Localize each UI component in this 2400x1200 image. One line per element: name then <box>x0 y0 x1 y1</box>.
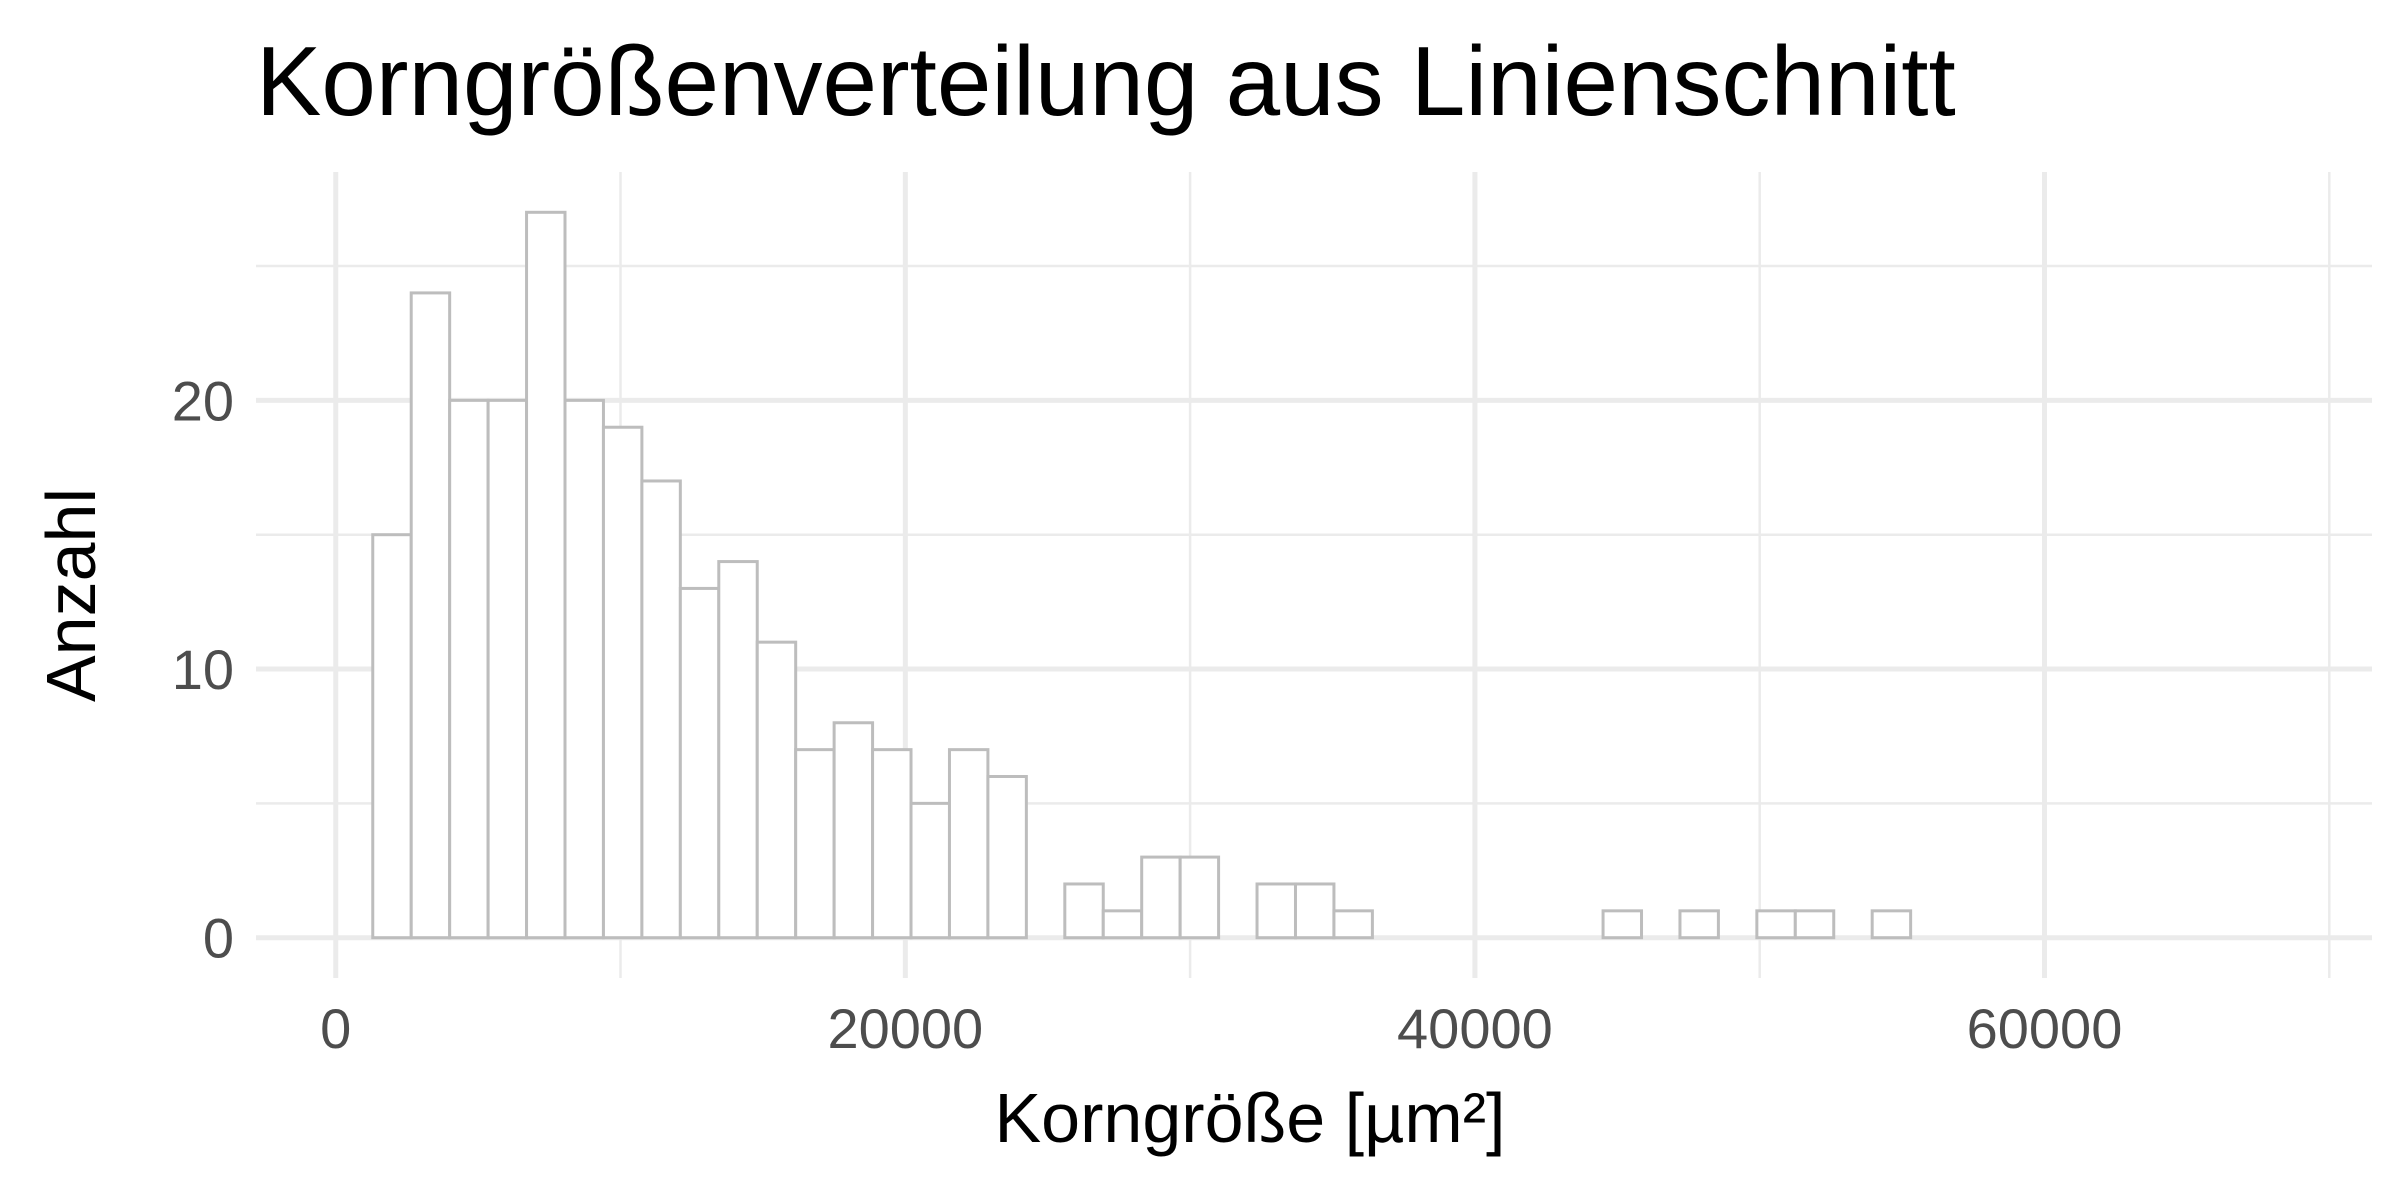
histogram-bar <box>986 775 1028 940</box>
histogram-bar <box>1332 909 1374 940</box>
histogram-bar <box>678 586 721 940</box>
histogram-bar <box>1293 882 1336 940</box>
histogram-bar <box>909 801 951 940</box>
x-tick-label: 60000 <box>1967 997 2123 1060</box>
histogram-bar <box>1178 855 1221 940</box>
histogram-bar <box>794 748 836 940</box>
y-tick-label: 0 <box>203 907 234 970</box>
histogram-bar <box>1678 909 1720 940</box>
x-axis-ticks: 0 20000 40000 60000 <box>320 997 2122 1060</box>
chart-title: Korngrößenverteilung aus Linienschnitt <box>256 26 1956 136</box>
y-axis-ticks: 0 10 20 <box>172 369 234 969</box>
histogram-bar <box>1870 909 1913 940</box>
histogram-bar <box>755 640 798 940</box>
histogram-bar <box>486 398 529 940</box>
histogram-bar <box>1140 855 1182 940</box>
histogram-bar <box>640 479 682 940</box>
x-tick-label: 20000 <box>827 997 983 1060</box>
histogram-bar <box>717 560 759 940</box>
histogram-bar <box>409 291 452 940</box>
histogram-bar <box>371 533 413 940</box>
y-tick-label: 20 <box>172 369 234 432</box>
histogram-bar <box>601 425 644 940</box>
y-tick-label: 10 <box>172 638 234 701</box>
histogram-bar <box>525 210 567 940</box>
x-axis-label: Korngröße [µm²] <box>994 1079 1505 1157</box>
histogram-bar <box>1601 909 1644 940</box>
histogram-bars <box>371 210 1913 940</box>
histogram-bar <box>1101 909 1144 940</box>
histogram-bar <box>1755 909 1797 940</box>
histogram-bar <box>832 721 875 940</box>
histogram-bar <box>1063 882 1105 940</box>
histogram-bar <box>871 748 913 940</box>
x-tick-label: 40000 <box>1397 997 1553 1060</box>
x-tick-label: 0 <box>320 997 351 1060</box>
histogram-bar <box>1793 909 1836 940</box>
histogram-bar <box>1255 882 1297 940</box>
histogram-bar <box>563 398 605 940</box>
histogram-bar <box>947 748 990 940</box>
histogram-bar <box>448 398 490 940</box>
y-axis-label: Anzahl <box>32 488 110 702</box>
